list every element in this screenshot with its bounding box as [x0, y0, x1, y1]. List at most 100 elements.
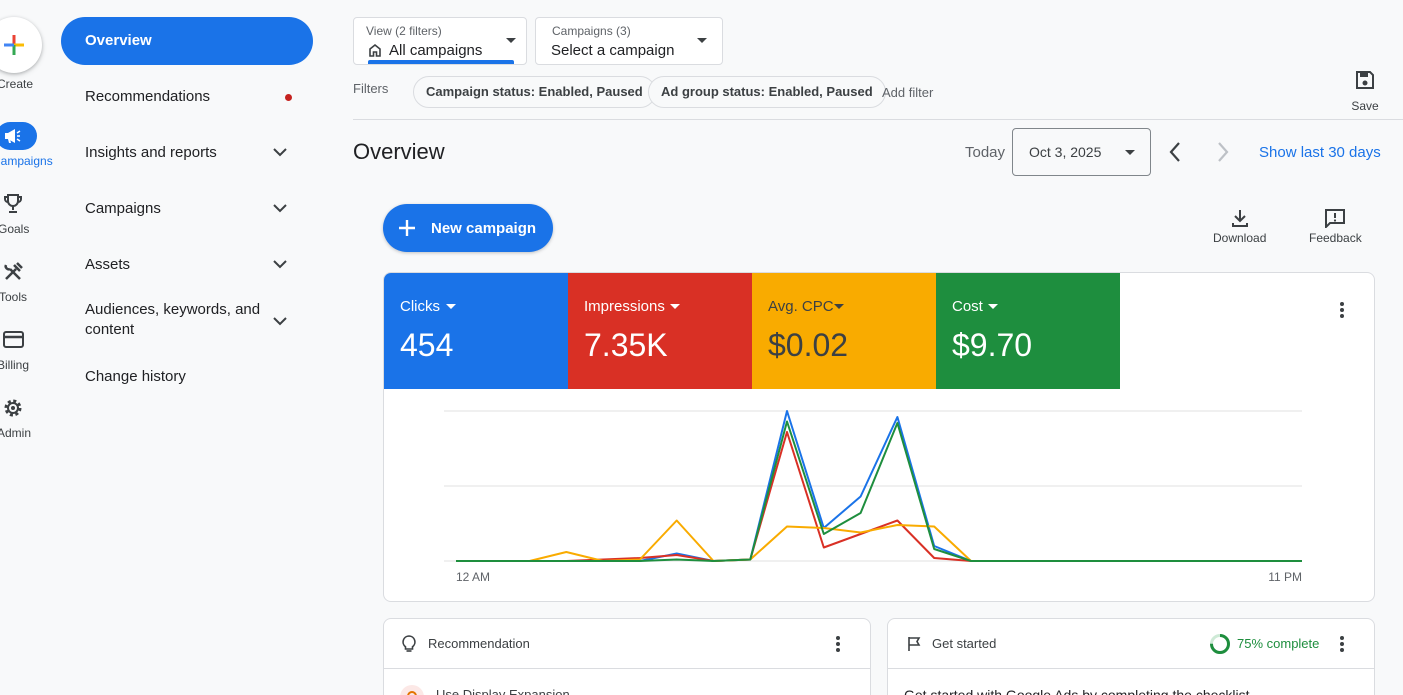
view-selector-caption: View (2 filters)	[366, 24, 442, 38]
recommendation-item-icon	[400, 685, 424, 695]
date-value: Oct 3, 2025	[1029, 144, 1102, 160]
metric-label: Clicks	[400, 298, 440, 315]
caret-down-icon	[988, 304, 998, 309]
get-started-body: Get started with Google Ads by completin…	[904, 687, 1250, 695]
rail-label-admin: Admin	[0, 426, 32, 440]
notification-dot	[285, 94, 292, 101]
gear-icon[interactable]	[2, 397, 24, 419]
progress-ring	[1210, 634, 1230, 654]
more-vert-icon[interactable]	[1339, 301, 1345, 319]
metric-value: 454	[400, 327, 454, 363]
x-axis-end-label: 11 PM	[1268, 570, 1302, 584]
new-campaign-label: New campaign	[431, 220, 537, 237]
save-button[interactable]: Save	[1350, 70, 1380, 113]
campaign-selector-value: Select a campaign	[551, 42, 675, 59]
metric-clicks[interactable]: Clicks 454	[384, 273, 568, 389]
more-vert-icon[interactable]	[835, 635, 841, 653]
progress-label: 75% complete	[1237, 636, 1320, 651]
metric-value: 7.35K	[584, 327, 668, 363]
metric-avg-cpc[interactable]: Avg. CPC $0.02	[752, 273, 936, 389]
rail-label-billing: Billing	[0, 358, 30, 372]
save-label: Save	[1351, 99, 1379, 113]
metric-label: Cost	[952, 298, 983, 315]
trophy-icon[interactable]	[3, 193, 23, 215]
nav-recommendations[interactable]: Recommendations	[61, 85, 313, 109]
chevron-down-icon	[273, 148, 287, 157]
navigation-rail: Create Campaigns Goals Tools Billing Adm…	[0, 0, 53, 695]
campaign-selector-caption: Campaigns (3)	[552, 24, 631, 38]
caret-down-icon	[834, 304, 844, 309]
feedback-label: Feedback	[1309, 231, 1362, 245]
divider	[353, 119, 1403, 120]
create-button[interactable]	[0, 17, 42, 73]
caret-down-icon	[506, 38, 516, 43]
tools-icon[interactable]	[3, 261, 24, 282]
nav-campaigns[interactable]: Campaigns	[61, 197, 313, 221]
feedback-button[interactable]: Feedback	[1309, 208, 1362, 245]
chevron-right-icon[interactable]	[1216, 140, 1230, 164]
metric-value: $9.70	[952, 327, 1033, 363]
chevron-left-icon[interactable]	[1168, 140, 1182, 164]
lightbulb-icon	[402, 635, 416, 652]
show-last-30-days-link[interactable]: Show last 30 days	[1259, 144, 1381, 161]
date-picker[interactable]: Oct 3, 2025	[1012, 128, 1151, 176]
rail-label-campaigns: Campaigns	[0, 154, 53, 168]
performance-line-chart: 12 AM 11 PM	[444, 410, 1302, 584]
home-icon	[369, 43, 381, 57]
performance-card: Clicks 454 Impressions 7.35K Avg. CPC $0…	[383, 272, 1375, 602]
rail-item-campaigns[interactable]	[0, 122, 37, 150]
x-axis-start-label: 12 AM	[456, 570, 490, 584]
view-selector[interactable]: View (2 filters) All campaigns	[353, 17, 527, 65]
new-campaign-button[interactable]: New campaign	[383, 204, 553, 252]
selector-active-indicator	[368, 60, 514, 64]
add-filter-button[interactable]: Add filter	[882, 85, 934, 100]
metric-value: $0.02	[768, 327, 849, 363]
save-icon	[1356, 71, 1374, 89]
caret-down-icon	[697, 38, 707, 43]
view-selector-value: All campaigns	[389, 42, 483, 59]
flag-icon	[908, 637, 921, 651]
more-vert-icon[interactable]	[1339, 635, 1345, 653]
caret-down-icon	[1125, 150, 1135, 155]
nav-audiences[interactable]: Audiences, keywords, and content	[61, 300, 313, 344]
megaphone-icon	[5, 129, 21, 143]
chart-series-line-1	[456, 431, 1302, 562]
nav-insights[interactable]: Insights and reports	[61, 141, 313, 165]
plus-icon	[399, 220, 415, 236]
campaign-selector[interactable]: Campaigns (3) Select a campaign	[535, 17, 723, 65]
metric-impressions[interactable]: Impressions 7.35K	[568, 273, 752, 389]
nav-assets-label: Assets	[85, 256, 131, 273]
download-icon	[1231, 210, 1248, 227]
card-title: Get started	[932, 636, 997, 651]
filters-label: Filters	[353, 81, 389, 96]
get-started-card: Get started 75% complete Get started wit…	[887, 618, 1375, 695]
card-title: Recommendation	[428, 636, 530, 651]
nav-change-history[interactable]: Change history	[85, 368, 186, 385]
nav-campaigns-label: Campaigns	[85, 200, 161, 217]
metric-label: Avg. CPC	[768, 298, 834, 315]
caret-down-icon	[670, 304, 680, 309]
recommendation-card: Recommendation Use Display Expansion	[383, 618, 871, 695]
nav-insights-label: Insights and reports	[85, 144, 217, 161]
caret-down-icon	[446, 304, 456, 309]
recommendation-item[interactable]: Use Display Expansion	[436, 687, 570, 695]
card-header: Get started 75% complete	[888, 619, 1374, 669]
create-label: Create	[0, 77, 34, 91]
nav-assets[interactable]: Assets	[61, 253, 313, 277]
rail-label-tools: Tools	[0, 290, 28, 304]
nav-audiences-label: Audiences, keywords, and content	[85, 301, 261, 338]
metric-cost[interactable]: Cost $9.70	[936, 273, 1120, 389]
chart-series-line-3	[456, 420, 1302, 562]
nav-overview[interactable]: Overview	[61, 17, 313, 65]
card-header: Recommendation	[384, 619, 870, 669]
rail-label-goals: Goals	[0, 222, 30, 236]
plus-icon	[4, 35, 24, 55]
download-button[interactable]: Download	[1213, 208, 1266, 245]
chevron-down-icon	[273, 260, 287, 269]
metric-label: Impressions	[584, 298, 665, 315]
chevron-down-icon	[273, 317, 287, 326]
filter-chip-ad-group-status[interactable]: Ad group status: Enabled, Paused	[648, 76, 886, 108]
chevron-down-icon	[273, 204, 287, 213]
filter-chip-campaign-status[interactable]: Campaign status: Enabled, Paused	[413, 76, 656, 108]
credit-card-icon[interactable]	[3, 331, 24, 348]
